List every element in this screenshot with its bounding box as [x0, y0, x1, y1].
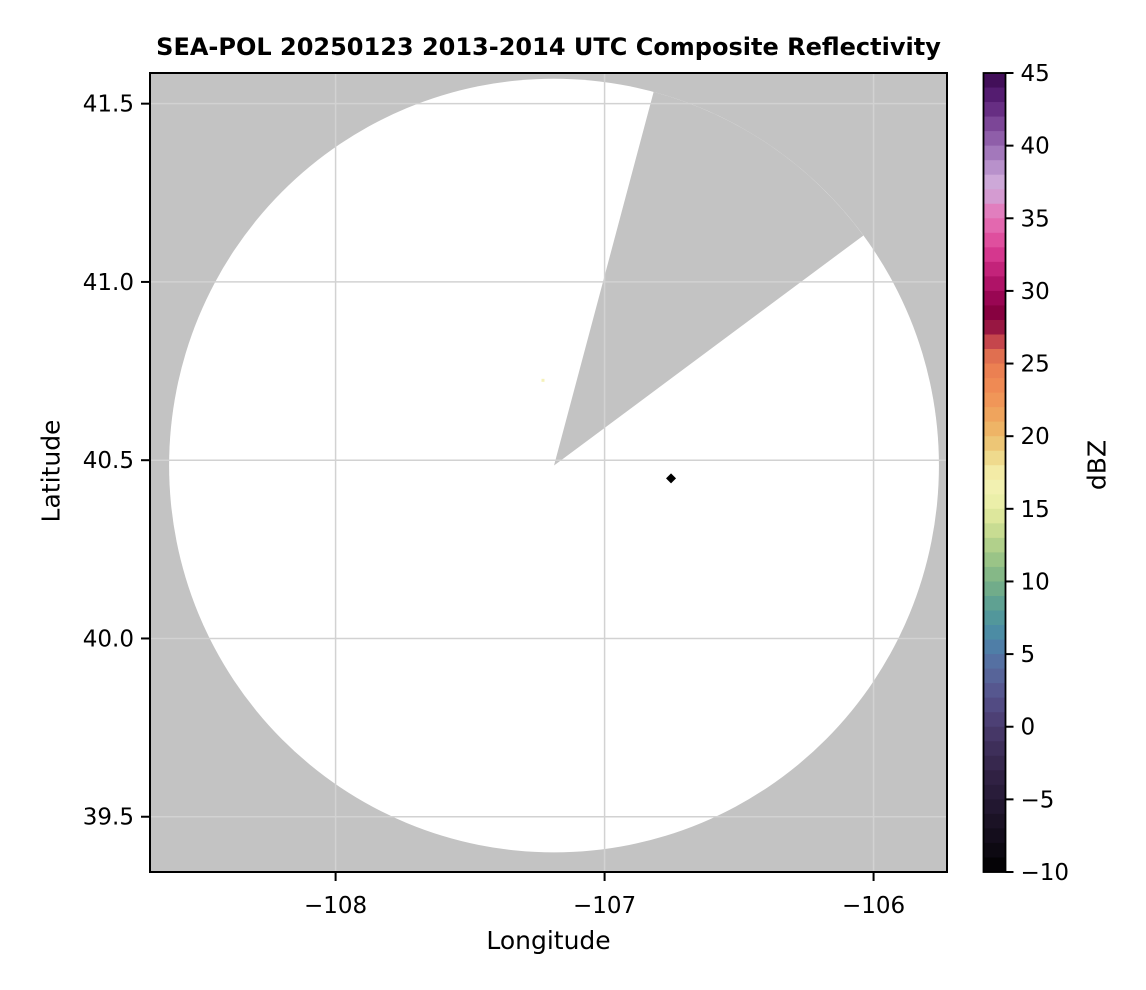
x-tick-label: −107 [573, 893, 636, 919]
colorbar-tick-label: 25 [1021, 352, 1050, 378]
colorbar-band [983, 174, 1006, 190]
colorbar-band [983, 290, 1006, 307]
colorbar-band [983, 261, 1006, 277]
colorbar-band [983, 610, 1006, 626]
x-tick-label: −106 [842, 893, 905, 919]
colorbar-band [983, 349, 1006, 365]
colorbar-band [983, 842, 1006, 859]
colorbar-tick-label: 35 [1021, 206, 1050, 232]
colorbar-tick-label: 10 [1021, 569, 1050, 595]
colorbar-band [983, 247, 1006, 263]
colorbar-band [983, 407, 1006, 423]
colorbar-band [983, 189, 1006, 205]
colorbar-band [983, 784, 1006, 800]
x-tick-label: −108 [304, 893, 367, 919]
colorbar-label: dBZ [1082, 439, 1112, 491]
colorbar-band [983, 305, 1006, 321]
colorbar-band [983, 232, 1006, 248]
colorbar-band [983, 523, 1006, 539]
colorbar-band [983, 494, 1006, 510]
colorbar-frame [982, 72, 1007, 873]
colorbar-band [983, 334, 1006, 350]
colorbar-tick-label: 5 [1021, 642, 1036, 668]
echo-point [541, 378, 545, 382]
colorbar-band [983, 116, 1006, 132]
colorbar-band [983, 625, 1006, 641]
colorbar-band [983, 857, 1006, 873]
colorbar-band [983, 436, 1006, 452]
blocked-sector [554, 91, 864, 466]
colorbar-band [983, 668, 1006, 684]
colorbar-band [983, 131, 1006, 147]
colorbar-band [983, 595, 1006, 612]
y-axis-label: Latitude [36, 419, 66, 523]
echo-point [666, 473, 677, 484]
y-tick-label: 40.0 [83, 626, 134, 652]
colorbar-band [983, 799, 1006, 815]
colorbar-tick-label: −5 [1021, 787, 1055, 813]
colorbar-band [983, 741, 1006, 757]
colorbar-band [983, 421, 1006, 437]
y-tick-label: 41.0 [83, 270, 134, 296]
colorbar-band [983, 87, 1006, 103]
colorbar-tick-label: 0 [1021, 715, 1036, 741]
colorbar-band [983, 145, 1006, 161]
colorbar-band [983, 276, 1006, 292]
x-axis-label: Longitude [486, 926, 611, 955]
colorbar-band [983, 508, 1006, 524]
colorbar-band [983, 654, 1006, 670]
colorbar-band [983, 160, 1006, 176]
colorbar-band [983, 363, 1006, 379]
colorbar-band [983, 319, 1006, 336]
colorbar-band [983, 392, 1006, 408]
colorbar-band [983, 581, 1006, 597]
colorbar-band [983, 218, 1006, 234]
colorbar-band [983, 465, 1006, 481]
colorbar-band [983, 639, 1006, 655]
colorbar-band [983, 378, 1006, 394]
colorbar-band [983, 813, 1006, 830]
colorbar-band [983, 73, 1006, 89]
chart-title: SEA-POL 20250123 2013-2014 UTC Composite… [156, 33, 941, 61]
colorbar-band [983, 755, 1006, 771]
colorbar-band [983, 697, 1006, 713]
colorbar-band [983, 683, 1006, 699]
colorbar-tick-label: 40 [1021, 134, 1050, 160]
colorbar-band [983, 828, 1006, 844]
colorbar-band [983, 726, 1006, 742]
colorbar-band [983, 770, 1006, 786]
colorbar-band [983, 537, 1006, 553]
colorbar-band [983, 552, 1006, 568]
colorbar-band [983, 566, 1006, 583]
colorbar-band [983, 712, 1006, 728]
colorbar-band [983, 203, 1006, 219]
colorbar-tick-label: 45 [1021, 61, 1050, 87]
y-tick-label: 39.5 [83, 805, 134, 831]
colorbar-tick-label: 15 [1021, 497, 1050, 523]
colorbar-tick-label: 20 [1021, 424, 1050, 450]
colorbar-band [983, 479, 1006, 495]
axes-spine [149, 72, 948, 873]
colorbar-tick-label: 30 [1021, 279, 1050, 305]
y-tick-label: 41.5 [83, 92, 134, 118]
y-tick-label: 40.5 [83, 448, 134, 474]
colorbar-band [983, 450, 1006, 466]
colorbar-tick-label: −10 [1021, 860, 1070, 886]
colorbar-band [983, 102, 1006, 118]
